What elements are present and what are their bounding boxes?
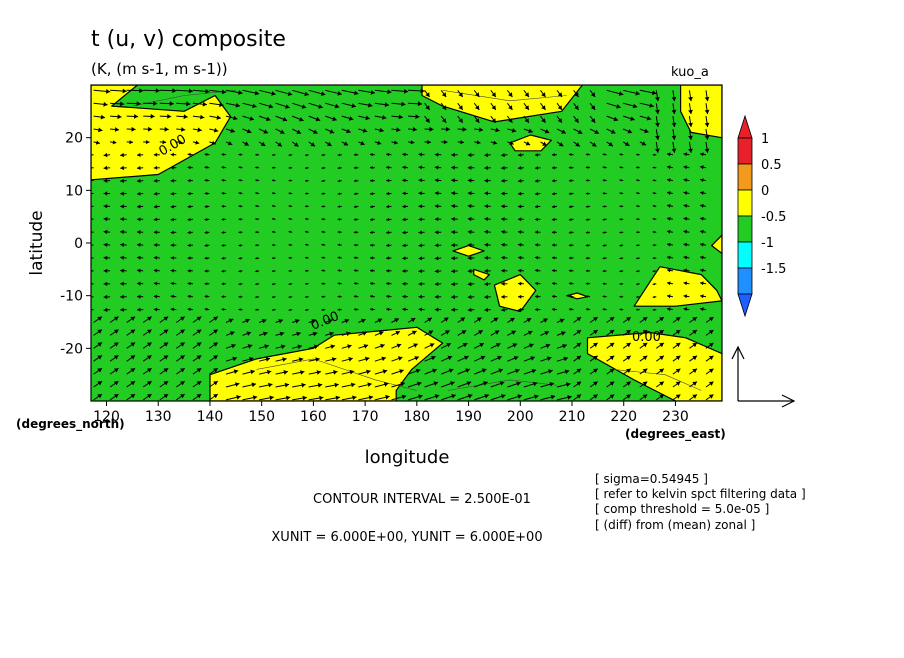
note-line: [ refer to kelvin spct filtering data ] [595, 487, 806, 501]
contour-interval-text: CONTOUR INTERVAL = 2.500E-01 [313, 492, 531, 507]
x-tick-label: 130 [145, 409, 172, 425]
y-tick-label: 10 [65, 183, 83, 199]
y-tick-label: 0 [74, 236, 83, 252]
chart-subtitle: (K, (m s-1, m s-1)) [91, 60, 228, 78]
colorbar-bottom-arrow [738, 294, 752, 316]
x-tick-label: 180 [403, 409, 430, 425]
note-line: [ sigma=0.54945 ] [595, 472, 708, 486]
note-line: [ (diff) from (mean) zonal ] [595, 518, 755, 532]
x-tick-label: 160 [300, 409, 327, 425]
y-tick-label: -10 [60, 289, 83, 305]
colorbar-label: 0 [761, 184, 769, 199]
x-tick-label: 230 [662, 409, 689, 425]
unit-text: XUNIT = 6.000E+00, YUNIT = 6.000E+00 [271, 530, 542, 545]
y-tick-label: 20 [65, 131, 83, 147]
colorbar-swatch [738, 190, 752, 216]
y-tick-label: -20 [60, 341, 83, 357]
x-axis-label: longitude [365, 447, 450, 468]
contour-label-east: 0.00 [632, 330, 661, 345]
y-axis-label: latitude [27, 210, 47, 275]
colorbar-swatch [738, 242, 752, 268]
colorbar-label: 0.5 [761, 158, 782, 173]
run-label: kuo_a [671, 65, 709, 80]
x-tick-label: 170 [352, 409, 379, 425]
colorbar-label: -1.5 [761, 262, 786, 277]
colorbar-label: -0.5 [761, 210, 786, 225]
colorbar-label: -1 [761, 236, 774, 251]
colorbar-swatch [738, 138, 752, 164]
plot-area [87, 85, 722, 401]
colorbar-top-arrow [738, 116, 752, 138]
chart-title: t (u, v) composite [91, 27, 286, 52]
note-line: [ comp threshold = 5.0e-05 ] [595, 502, 769, 516]
colorbar-swatch [738, 216, 752, 242]
x-tick-label: 140 [197, 409, 224, 425]
colorbar-swatch [738, 268, 752, 294]
x-tick-label: 190 [455, 409, 482, 425]
x-units-label: (degrees_east) [625, 427, 726, 442]
x-tick-label: 200 [507, 409, 534, 425]
reference-vector [732, 347, 794, 407]
y-units-label: (degrees_north) [16, 417, 125, 432]
x-tick-label: 210 [559, 409, 586, 425]
x-tick-label: 220 [610, 409, 637, 425]
colorbar-label: 1 [761, 132, 769, 147]
colorbar: 1 0.5 0 -0.5 -1 -1.5 [738, 116, 786, 316]
colorbar-swatch [738, 164, 752, 190]
x-tick-label: 150 [248, 409, 275, 425]
